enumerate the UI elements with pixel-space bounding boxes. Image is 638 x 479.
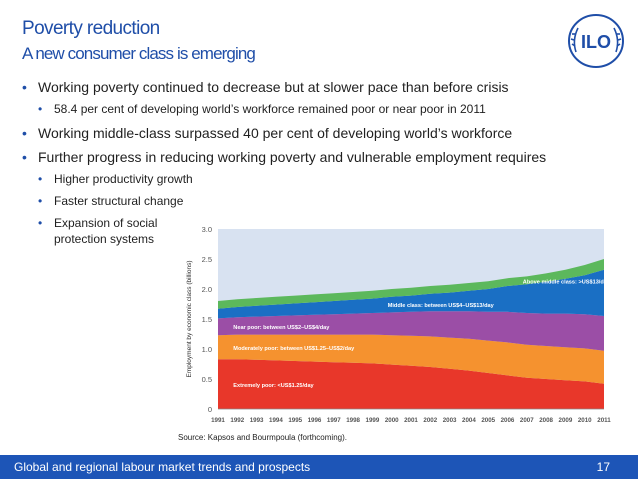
bullet-item: • Further progress in reducing working po… [22,149,547,165]
sub-bullet-item: • Higher productivity growth [38,172,193,186]
y-tick-label: 0 [208,405,212,414]
page-number: 17 [596,460,610,474]
x-tick-label: 2009 [559,417,573,424]
area-series-2 [218,311,604,351]
sub-bullet-item: • 58.4 per cent of developing world’s wor… [38,102,486,116]
footer-text: Global and regional labour market trends… [14,460,311,474]
series-label: Moderately poor: between US$1.25–US$2/da… [233,346,355,352]
x-tick-label: 2006 [501,417,515,424]
x-tick-label: 2010 [578,417,592,424]
x-tick-label: 1994 [269,417,283,424]
x-tick-label: 2004 [462,417,476,424]
series-label: Near poor: between US$2–US$4/day [233,325,330,331]
x-tick-label: 1991 [211,417,225,424]
chart-source: Source: Kapsos and Bourmpoula (forthcomi… [178,433,347,442]
x-tick-label: 2007 [520,417,534,424]
bullet-list: • Working poverty continued to decrease b… [22,77,622,253]
series-label: Extremely poor: <US$1.25/day [233,383,314,389]
x-tick-label: 1992 [230,417,244,424]
x-tick-label: 2011 [597,417,611,424]
y-tick-label: 1.5 [202,315,212,324]
y-tick-label: 2.0 [202,285,212,294]
x-tick-label: 2005 [481,417,495,424]
x-tick-label: 2000 [385,417,399,424]
x-tick-label: 2003 [443,417,457,424]
x-tick-label: 1997 [327,417,341,424]
x-tick-label: 2008 [539,417,553,424]
sub-bullet-item: • Expansion of social protection systems [38,216,158,246]
y-axis-label: Employment by economic class (billions) [186,260,193,377]
y-tick-label: 2.5 [202,255,212,264]
sub-bullet-item: • Faster structural change [38,194,184,208]
slide-title: Poverty reduction [22,18,160,39]
y-tick-label: 3.0 [202,225,212,234]
logo-text: ILO [581,32,611,52]
y-tick-label: 0.5 [202,375,212,384]
area-series-0 [218,359,604,409]
area-series-4 [218,259,604,309]
series-label: Above middle class: >US$13/day [523,279,611,285]
ilo-logo: ILO [568,14,624,68]
area-series-3 [218,269,604,319]
series-label: Middle class: between US$4–US$13/day [388,303,495,309]
logo-ring [568,14,624,68]
x-tick-label: 2001 [404,417,418,424]
bullet-item: • Working middle-class surpassed 40 per c… [22,125,513,141]
x-tick-label: 1995 [288,417,302,424]
employment-area-chart: Extremely poor: <US$1.25/day Moderately p… [186,225,611,424]
bullet-item: • Working poverty continued to decrease b… [22,79,509,95]
x-tick-label: 1999 [366,417,380,424]
x-tick-label: 1996 [308,417,322,424]
x-tick-label: 2002 [423,417,437,424]
footer-bar: Global and regional labour market trends… [0,455,638,479]
slide-subtitle: A new consumer class is emerging [22,44,256,63]
laurel-icon [570,27,622,53]
x-tick-label: 1998 [346,417,360,424]
y-tick-label: 1.0 [202,345,212,354]
area-series-1 [218,334,604,384]
x-tick-label: 1993 [250,417,264,424]
